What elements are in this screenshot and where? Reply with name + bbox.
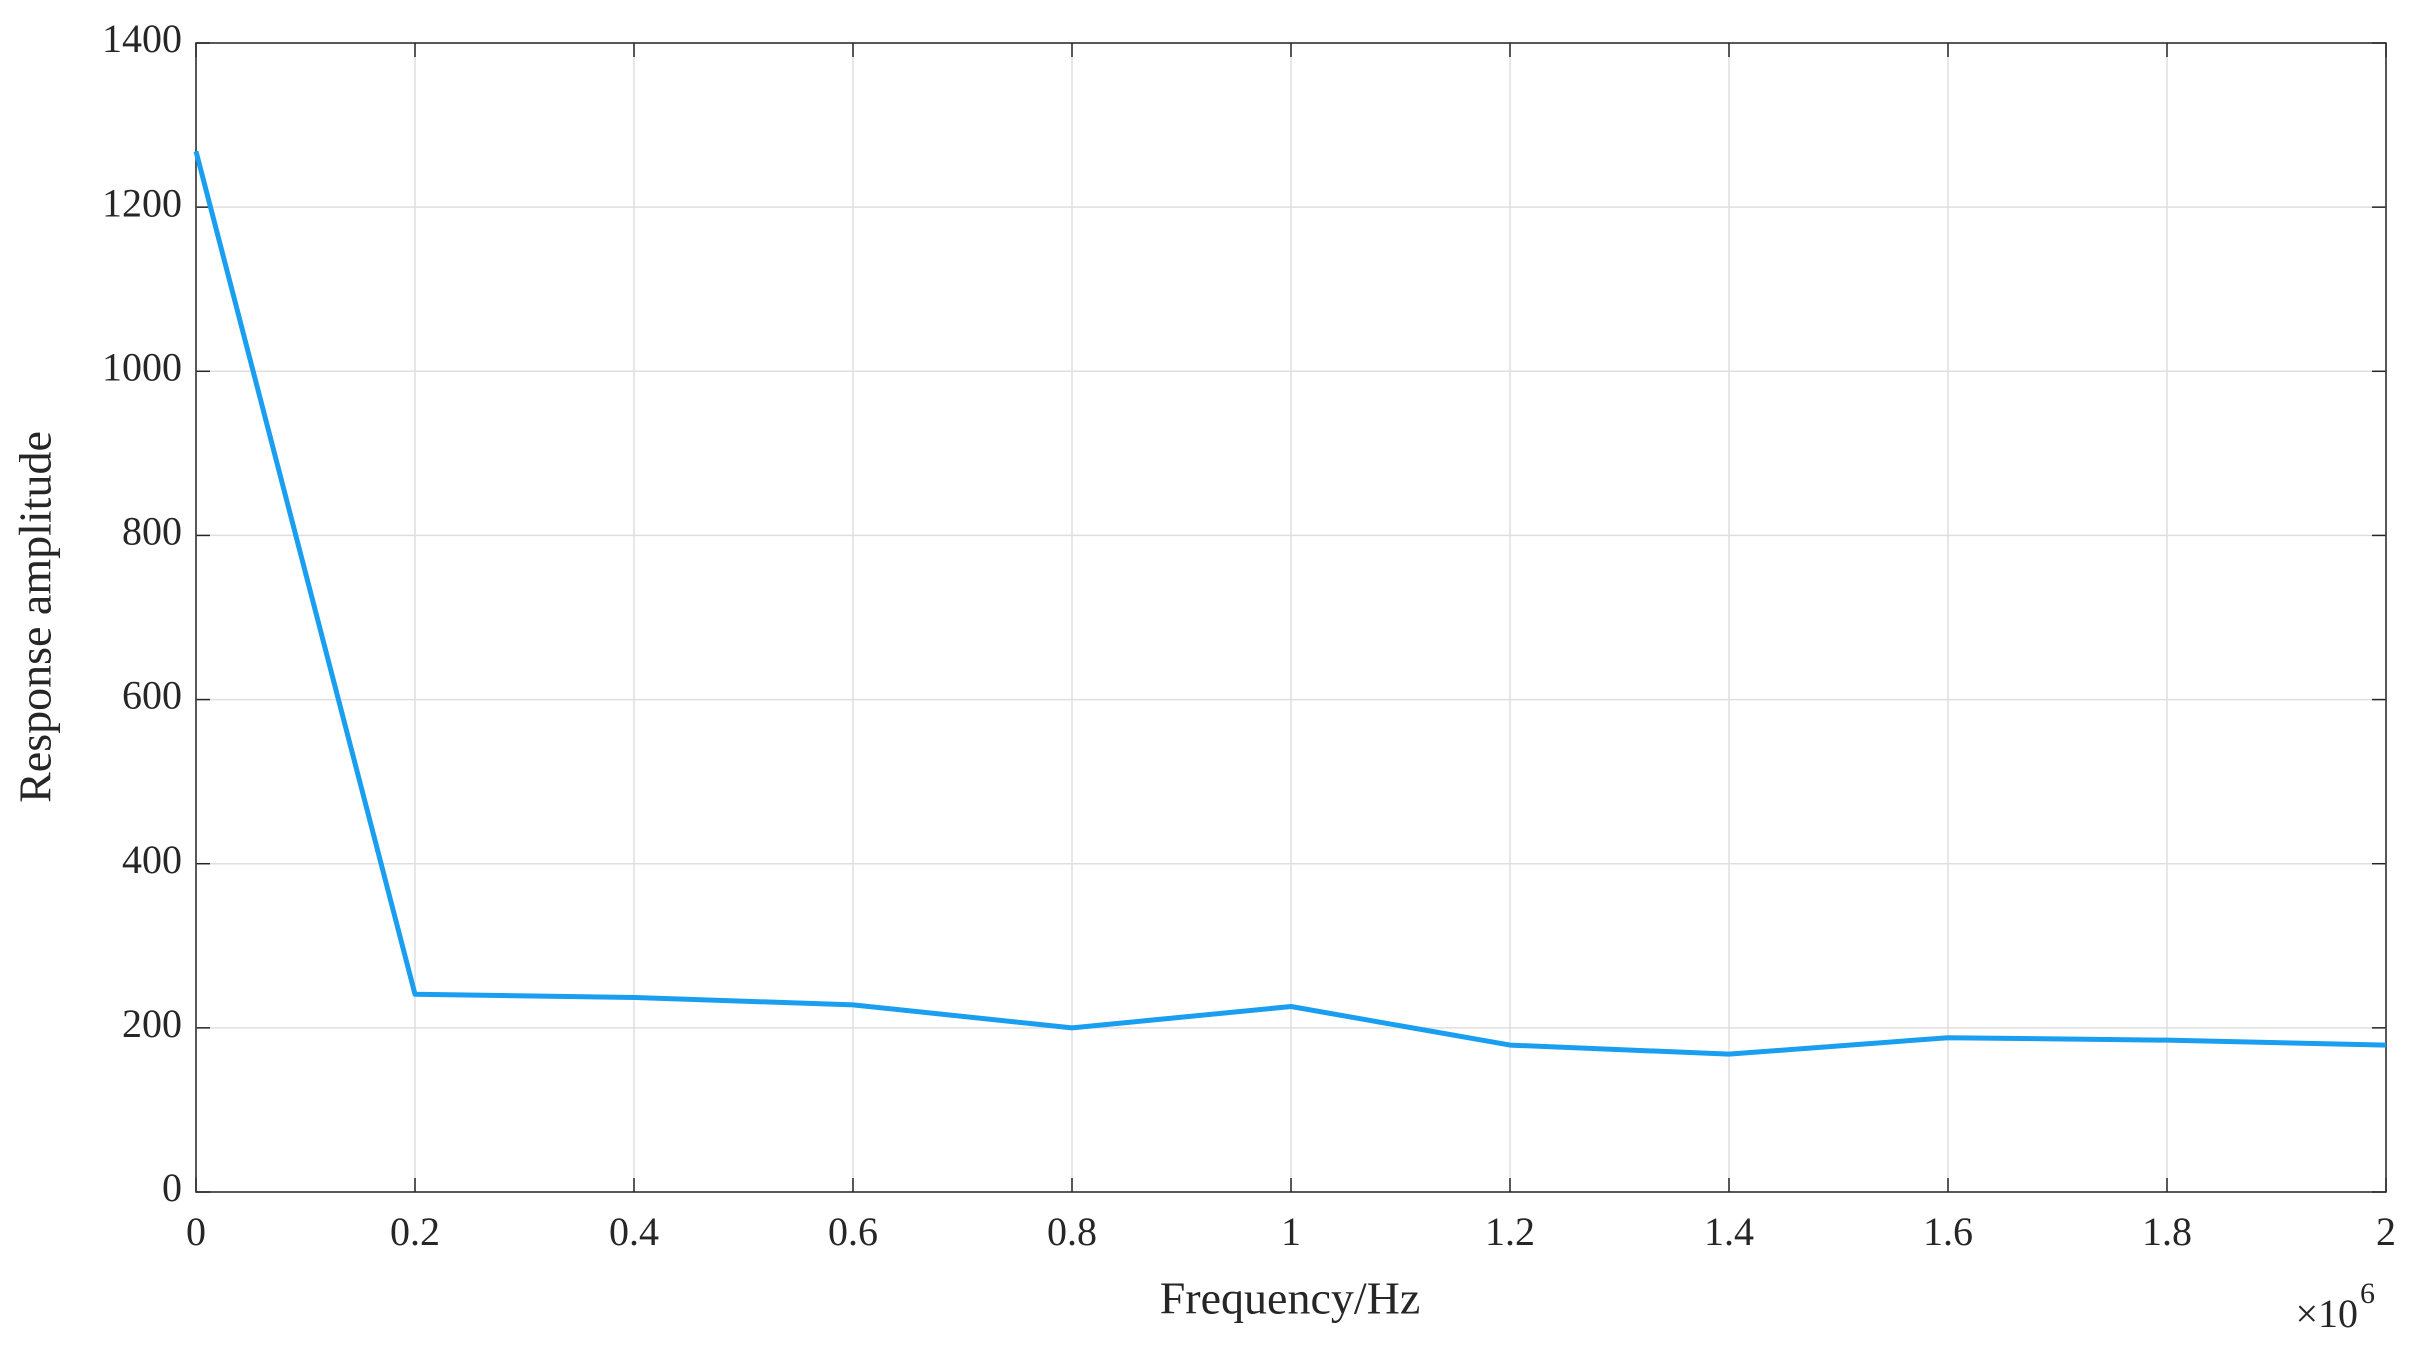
x-tick-label: 1.6 bbox=[1923, 1209, 1973, 1254]
y-tick-label: 1000 bbox=[102, 344, 182, 389]
x-tick-label: 0.2 bbox=[390, 1209, 440, 1254]
x-tick-label: 0.8 bbox=[1047, 1209, 1097, 1254]
plot-frame bbox=[195, 42, 2387, 1193]
y-tick-label: 400 bbox=[122, 837, 182, 882]
x-tick-label: 2 bbox=[2376, 1209, 2396, 1254]
x-scale-exponent: 6 bbox=[2360, 1277, 2375, 1310]
y-tick-label: 800 bbox=[122, 509, 182, 554]
y-tick-label: 200 bbox=[122, 1001, 182, 1046]
y-tick-label: 1400 bbox=[102, 16, 182, 61]
x-tick-label: 0.6 bbox=[828, 1209, 878, 1254]
x-tick-label: 0 bbox=[186, 1209, 206, 1254]
x-tick-label: 0.4 bbox=[609, 1209, 659, 1254]
y-tick-label: 0 bbox=[162, 1165, 182, 1210]
x-tick-label: 1.4 bbox=[1704, 1209, 1754, 1254]
y-axis-title: Response amplitude bbox=[10, 431, 61, 803]
y-tick-label: 600 bbox=[122, 673, 182, 718]
data-line bbox=[193, 150, 2387, 1057]
x-tick-label: 1 bbox=[1281, 1209, 1301, 1254]
x-axis-title: Frequency/Hz bbox=[1160, 1273, 1421, 1324]
x-tick-label: 1.8 bbox=[2142, 1209, 2192, 1254]
x-scale-base: ×10 bbox=[2295, 1291, 2358, 1336]
y-tick-label: 1200 bbox=[102, 180, 182, 225]
x-tick-label: 1.2 bbox=[1485, 1209, 1535, 1254]
